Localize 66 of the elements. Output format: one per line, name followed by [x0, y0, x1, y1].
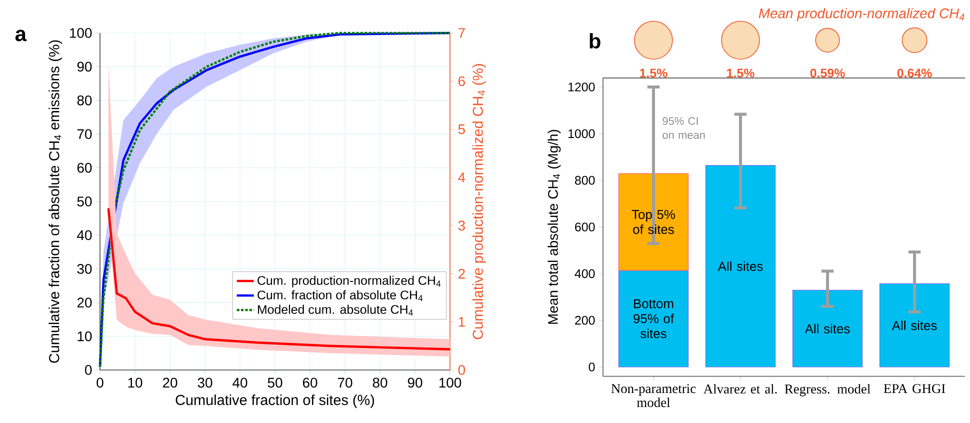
y-tick-label: 70	[77, 129, 92, 140]
data-label: 1.5%	[640, 68, 668, 78]
y-tick-label: 40	[77, 230, 92, 240]
x-tick-label: 20	[162, 378, 178, 388]
x-tick-label: Alvarez et al.	[703, 384, 777, 394]
y-tick-label: 600	[575, 222, 595, 232]
data-label: All sites	[804, 324, 850, 334]
data-label: 0.64%	[897, 68, 932, 78]
x-tick-label: 80	[372, 378, 388, 388]
line-series	[107, 207, 450, 350]
y-tick-label: 100	[70, 28, 92, 38]
x-tick-label: 10	[128, 378, 142, 388]
y2-tick-label: 2	[458, 268, 465, 279]
y2-tick-label: 6	[458, 76, 465, 86]
legend-label: Modeled cum. absolute CH$_{4}$	[258, 304, 413, 316]
y-tick-label: 800	[575, 176, 595, 185]
legend-label: Cum. production-normalized CH$_{4}$	[258, 276, 441, 288]
y2-tick-label: 5	[458, 124, 465, 134]
y2-tick-label: 7	[458, 28, 465, 38]
x-tick-label: 100	[439, 378, 462, 388]
x-tick-label: 70	[338, 378, 352, 388]
x-tick-label: 60	[302, 378, 318, 388]
y-tick-label: 30	[77, 264, 92, 274]
bar	[618, 173, 689, 271]
data-label: 1.5%	[727, 68, 754, 78]
y-tick-label: 200	[575, 316, 595, 325]
y-axis-title: Cumulative fraction of absolute CH$_{4}$ emissions (%)	[48, 40, 62, 363]
data-label: All sites	[718, 261, 763, 271]
y2-tick-label: 0	[458, 365, 465, 375]
y-axis-title: Mean total absolute CH$_{4}$ (Mg/h)	[548, 130, 561, 324]
y-tick-label: 60	[77, 162, 92, 173]
y-tick-label: 1200	[568, 82, 595, 92]
data-label: All sites	[892, 320, 937, 330]
x-tick-label: EPA GHGI	[884, 384, 946, 394]
data-label: 0.59%	[810, 68, 845, 78]
y2-tick-label: 3	[458, 220, 465, 231]
y-tick-label: 0	[85, 365, 92, 375]
y-tick-label: 1000	[568, 129, 595, 138]
bar	[618, 270, 689, 368]
y-tick-label: 80	[77, 95, 92, 106]
y2-axis-title: Cumulative production-normalized CH$_{4}$ (%)	[472, 64, 486, 340]
chart-title: a	[15, 30, 27, 42]
x-tick-label: Regress. model	[784, 384, 870, 396]
bar	[879, 283, 950, 368]
x-axis-title: Cumulative fraction of sites (%)	[176, 394, 374, 408]
text: Mean production-normalized CH$_{4}$	[758, 8, 964, 22]
y-tick-label: 90	[77, 62, 92, 72]
x-tick-label: 40	[232, 378, 248, 388]
y-tick-label: 400	[574, 269, 595, 278]
y-tick-label: 10	[78, 331, 92, 342]
y-tick-label: 0	[588, 362, 595, 372]
bar	[792, 290, 863, 368]
x-tick-label: 50	[268, 378, 282, 388]
y-tick-label: 20	[77, 298, 92, 308]
chart-title: b	[590, 33, 600, 49]
annotation: 95% CI on mean	[662, 117, 705, 139]
x-tick-label: Non-parametric model	[611, 384, 696, 408]
y-tick-label: 50	[77, 196, 92, 206]
legend-label: Cum. fraction of absolute CH$_{4}$	[258, 290, 423, 302]
data-label: Bottom 95% of sites	[634, 299, 674, 338]
y2-tick-label: 1	[458, 317, 465, 327]
x-tick-label: 30	[198, 378, 212, 388]
x-tick-label: 90	[408, 378, 422, 388]
y2-tick-label: 4	[458, 172, 466, 182]
x-tick-label: 0	[96, 378, 104, 388]
bar	[705, 165, 776, 368]
